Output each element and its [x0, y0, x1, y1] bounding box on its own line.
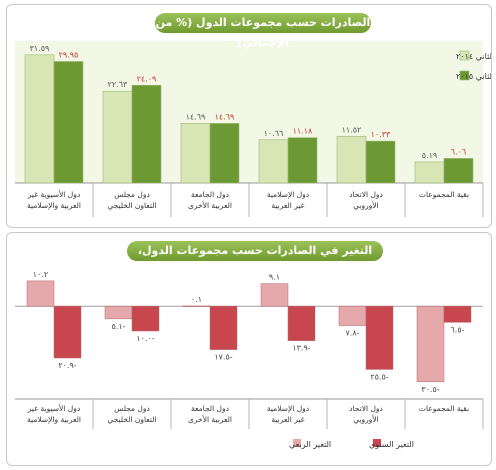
legend-label: الربع الثاني ٢٠١٤ — [456, 52, 491, 61]
category-label: دول مجلس — [114, 190, 150, 199]
category-label: دول مجلس — [114, 404, 150, 413]
chart2-title: التغير في الصادرات حسب مجموعات الدول، ال… — [127, 241, 383, 277]
bar-2014 — [414, 161, 445, 184]
data-label: ٩.١ — [269, 273, 280, 282]
data-label: ٠.١ — [191, 295, 202, 304]
bar-quarterly — [338, 305, 367, 326]
category-label: بقية المجموعات — [419, 404, 469, 413]
data-label: ١٣.٩- — [292, 344, 310, 353]
data-label: ٣٠.٥- — [421, 385, 439, 394]
bar-2015 — [287, 137, 318, 184]
data-label: ٦.٠٦ — [451, 147, 466, 156]
bar-annual — [287, 305, 316, 341]
plot-area-2 — [15, 269, 483, 393]
bar-annual — [365, 305, 394, 370]
category-label: دول الأسيوية غير — [27, 403, 80, 413]
data-label: ١٠.٦٦ — [264, 129, 284, 138]
data-label: ١٠.٢ — [33, 270, 48, 279]
category-label: التعاون الخليجي — [107, 201, 156, 210]
exports-share-panel: الصادرات حسب مجموعات الدول (% من الإجمال… — [6, 4, 496, 228]
data-label: ٧.٨- — [345, 329, 359, 338]
data-label: ٥.١٩ — [422, 151, 437, 160]
data-label: ٢٢.٦٣ — [108, 80, 128, 89]
category-label: دول الجامعة — [191, 404, 229, 413]
category-label: دول الاتحاد — [349, 190, 383, 199]
data-label: ١٤.٦٩ — [186, 112, 206, 121]
bar-2014 — [258, 139, 289, 184]
exports-change-panel: التغير في الصادرات حسب مجموعات الدول، ال… — [6, 232, 492, 466]
data-label: ٦.٥- — [450, 325, 464, 334]
bar-annual — [443, 305, 472, 323]
data-label: ٢٠.٩- — [58, 361, 76, 370]
data-label: ١٧.٥- — [214, 353, 232, 362]
data-label: ٣١.٥٩ — [30, 44, 50, 53]
data-label: ١١.١٨ — [293, 127, 313, 136]
bar-quarterly — [416, 305, 445, 383]
plot-area-1 — [15, 41, 483, 183]
category-label: بقية المجموعات — [419, 190, 469, 199]
category-label: العربية والإسلامية — [27, 201, 81, 210]
bar-2014 — [336, 135, 367, 184]
category-label: دول الإسلامية — [267, 404, 309, 413]
data-label: ٢٤.٠٩ — [137, 74, 157, 83]
chart1-svg: ٣١.٥٩ ٢٩.٩٥ دول الأسيوية غير العربية والإسل… — [15, 41, 496, 217]
category-label: العربية الأخرى — [188, 200, 232, 210]
bar-2014 — [180, 123, 211, 184]
bar-annual — [131, 305, 160, 332]
data-label: ٢٩.٩٥ — [59, 50, 79, 59]
bar-annual — [53, 305, 82, 359]
legend-label: التغير الربعي — [289, 440, 331, 449]
category-label: دول الأسيوية غير — [27, 189, 80, 199]
legend-label: التغير السنوي — [369, 440, 414, 449]
bar-quarterly — [104, 305, 133, 320]
bar-2015 — [365, 140, 396, 184]
category-label: غير العربية — [271, 415, 304, 424]
bar-annual — [209, 305, 238, 350]
chart2-svg: ١٠.٢ ٢٠.٩- دول الأسيوية غير العربية والإسلا… — [15, 269, 484, 449]
category-label: العربية والإسلامية — [27, 415, 81, 424]
data-label: ١٠.٣٣ — [371, 130, 391, 139]
data-label: ١٤.٦٩ — [215, 112, 235, 121]
bar-2015 — [209, 123, 240, 184]
bar-quarterly — [26, 280, 55, 307]
legend-swatch — [459, 50, 470, 61]
data-label: ٥.١- — [111, 322, 125, 331]
legend-swatch — [373, 439, 381, 447]
category-label: التعاون الخليجي — [107, 415, 156, 424]
category-label: دول الاتحاد — [349, 404, 383, 413]
bar-2015 — [443, 158, 474, 184]
bar-2015 — [53, 61, 84, 184]
bar-quarterly — [182, 305, 211, 308]
legend-swatch — [293, 439, 301, 447]
category-label: دول الجامعة — [191, 190, 229, 199]
bar-2014 — [24, 54, 55, 184]
legend-swatch — [459, 70, 470, 81]
bar-2015 — [131, 84, 162, 184]
category-label: الأوروبي — [353, 200, 379, 210]
data-label: ١١.٥٢ — [342, 125, 362, 134]
category-label: غير العربية — [271, 201, 304, 210]
legend-label: الربع الثاني ٢٠١٥ — [456, 72, 491, 81]
bar-quarterly — [260, 283, 289, 307]
category-label: العربية الأخرى — [188, 414, 232, 424]
data-label: ١٠.٠- — [136, 334, 154, 343]
chart1-title: الصادرات حسب مجموعات الدول (% من الإجمال… — [155, 13, 371, 49]
category-label: الأوروبي — [353, 414, 379, 424]
data-label: ٢٥.٥- — [370, 372, 388, 381]
bar-2014 — [102, 90, 133, 184]
category-label: دول الإسلامية — [267, 190, 309, 199]
